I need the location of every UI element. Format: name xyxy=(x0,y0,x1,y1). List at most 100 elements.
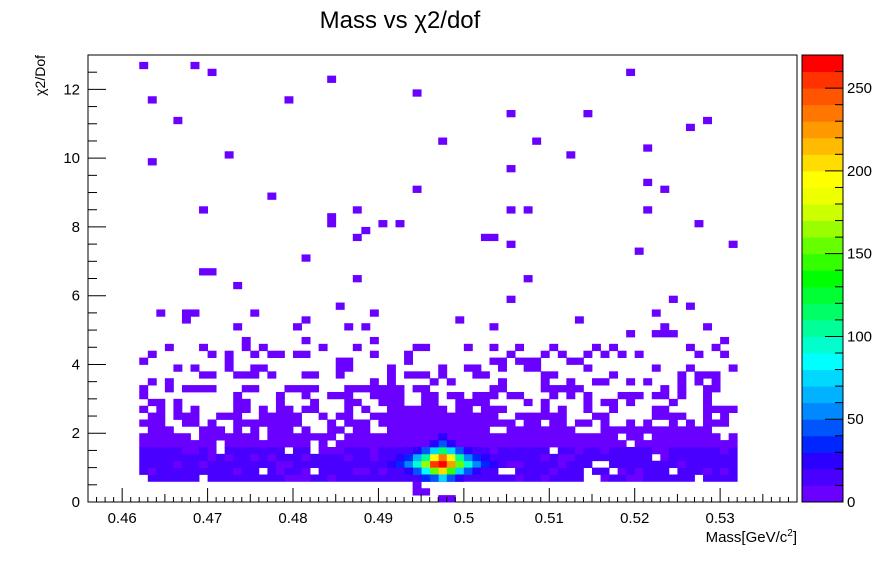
heatmap-bin-bg xyxy=(386,467,396,475)
heatmap-bin-bg xyxy=(532,460,542,469)
colorbar-segment xyxy=(802,336,843,354)
heatmap-bin-bg xyxy=(199,371,208,379)
heatmap-bin-bg xyxy=(344,467,354,475)
heatmap-bin-bg xyxy=(634,350,644,358)
y-tick-label: 4 xyxy=(72,356,80,373)
heatmap-bin-bg xyxy=(284,96,294,104)
heatmap-bin-bg xyxy=(549,426,559,434)
heatmap-bin-bg xyxy=(361,440,371,448)
heatmap-bin-bg xyxy=(352,385,362,393)
heatmap-bin-bg xyxy=(361,460,371,469)
heatmap-bin-bg xyxy=(267,192,277,200)
heatmap-bin-bg xyxy=(455,405,465,413)
heatmap-bin-bg xyxy=(344,440,354,448)
heatmap-bin-bg xyxy=(591,343,601,352)
heatmap-bin-bg xyxy=(540,426,550,434)
heatmap-bin-bg xyxy=(344,419,354,427)
heatmap-bin-bg xyxy=(327,391,337,400)
heatmap-bin-bg xyxy=(344,385,354,393)
heatmap-bin-bg xyxy=(241,405,251,413)
heatmap-bin-bg xyxy=(498,446,507,455)
heatmap-bin-bg xyxy=(506,426,516,434)
heatmap-bin-bg xyxy=(224,412,234,420)
heatmap-bin-bg xyxy=(591,446,601,455)
heatmap-bin-bg xyxy=(293,453,302,462)
heatmap-bin-bg xyxy=(352,275,362,283)
y-tick-label: 10 xyxy=(63,150,80,167)
heatmap-bin-bg xyxy=(549,371,559,379)
heatmap-bin-bg xyxy=(489,405,499,413)
heatmap-bin-bg xyxy=(318,446,328,455)
heatmap-bin-bg xyxy=(711,385,721,393)
heatmap-bin-bg xyxy=(574,446,584,455)
heatmap-bin-bg xyxy=(327,453,337,462)
heatmap-bin-bg xyxy=(711,371,721,379)
heatmap-bin xyxy=(480,453,490,462)
heatmap-bin-bg xyxy=(386,405,396,413)
heatmap-bin xyxy=(472,446,482,455)
heatmap-bin-bg xyxy=(677,467,687,475)
x-tick-label: 0.49 xyxy=(364,510,393,527)
heatmap-bin-bg xyxy=(275,405,285,413)
heatmap-bin-bg xyxy=(703,398,712,407)
heatmap-bin-bg xyxy=(540,398,550,407)
heatmap-bin-bg xyxy=(284,460,294,469)
heatmap-bin-bg xyxy=(583,440,593,448)
heatmap-bin-bg xyxy=(386,474,396,482)
heatmap-bin-bg xyxy=(489,467,499,475)
heatmap-bin-bg xyxy=(634,426,644,434)
heatmap-bin-bg xyxy=(369,309,379,317)
heatmap-bin-bg xyxy=(386,433,396,441)
heatmap-bin-bg xyxy=(258,419,268,427)
heatmap-bin-bg xyxy=(720,419,730,427)
heatmap-bin-bg xyxy=(267,440,277,448)
heatmap-bin-bg xyxy=(241,453,251,462)
heatmap-bin-bg xyxy=(369,433,379,441)
heatmap-bin-bg xyxy=(216,433,226,441)
colorbar-segment xyxy=(802,170,843,188)
heatmap-bin-bg xyxy=(685,440,695,448)
heatmap-bin-bg xyxy=(352,433,362,441)
heatmap-bin-bg xyxy=(310,385,320,393)
heatmap-bin-bg xyxy=(600,453,610,462)
heatmap-bin-bg xyxy=(207,350,217,358)
heatmap-bin-bg xyxy=(284,385,294,393)
heatmap-bin-bg xyxy=(574,385,584,393)
heatmap-bin-bg xyxy=(523,398,533,407)
heatmap-bin-bg xyxy=(651,474,661,482)
heatmap-bin-bg xyxy=(412,89,422,97)
heatmap-bin-bg xyxy=(668,453,678,462)
heatmap-bin-bg xyxy=(694,433,704,441)
heatmap-bin-bg xyxy=(147,433,157,441)
heatmap-bin-bg xyxy=(267,474,277,482)
heatmap-bin-bg xyxy=(455,426,465,434)
heatmap-bin-bg xyxy=(574,357,584,365)
heatmap-bin-bg xyxy=(480,405,490,413)
heatmap-bin-bg xyxy=(532,446,542,455)
heatmap-bin-bg xyxy=(164,378,174,386)
heatmap-bin-bg xyxy=(250,309,260,317)
heatmap-bin-bg xyxy=(532,357,542,365)
heatmap-bin-bg xyxy=(147,440,157,448)
heatmap-bin-bg xyxy=(335,357,345,365)
heatmap-bin-bg xyxy=(412,433,422,441)
heatmap-bin-bg xyxy=(378,220,388,228)
heatmap-bin-bg xyxy=(378,474,388,482)
heatmap-bin-bg xyxy=(634,446,644,455)
heatmap-bin-bg xyxy=(241,460,251,469)
heatmap-bin xyxy=(429,446,439,455)
heatmap-bin-bg xyxy=(438,364,448,372)
heatmap-bin-bg xyxy=(480,433,490,441)
x-axis-label-end: ] xyxy=(793,529,797,546)
heatmap-bin-bg xyxy=(711,446,721,455)
heatmap-bin-bg xyxy=(275,350,285,358)
heatmap-bin-bg xyxy=(634,460,644,469)
heatmap-bin-bg xyxy=(515,460,525,469)
heatmap-bin-bg xyxy=(549,412,559,420)
x-axis-label-main: Mass[GeV/c xyxy=(706,529,788,546)
heatmap-bin-bg xyxy=(600,467,610,475)
heatmap-bin xyxy=(438,433,448,441)
heatmap-bin-bg xyxy=(275,446,285,455)
heatmap-bin-bg xyxy=(233,474,243,482)
heatmap-bin-bg xyxy=(472,419,482,427)
